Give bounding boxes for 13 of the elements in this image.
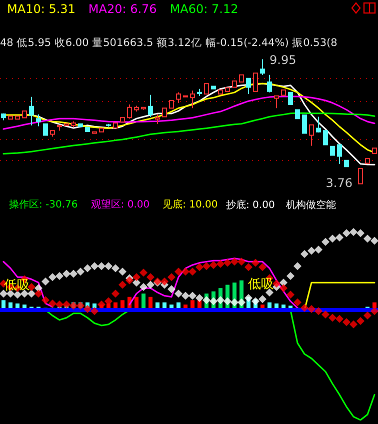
text: 操作区: -30.76 <box>9 198 78 210</box>
text: MA10: 5.31 <box>7 2 76 16</box>
chart-subtitle: 48 低5.95 收6.00 量501663.5 额3.12亿 幅-0.15(-2.44%) 振0.53(8 <box>0 36 338 50</box>
text: 观望区: 0.00 <box>90 198 150 210</box>
annotation: 低吸 <box>4 277 30 294</box>
text: 见底: 10.00 <box>162 198 218 210</box>
text: 抄底: 0.00 <box>226 198 275 212</box>
annotation: 3.76 <box>326 176 352 190</box>
annotation: 9.95 <box>270 53 296 68</box>
annotation: 低吸 <box>248 276 274 293</box>
text: MA20: 6.76 <box>88 2 157 16</box>
text: MA60: 7.12 <box>170 2 238 16</box>
text: 机构做空能 <box>286 198 336 212</box>
